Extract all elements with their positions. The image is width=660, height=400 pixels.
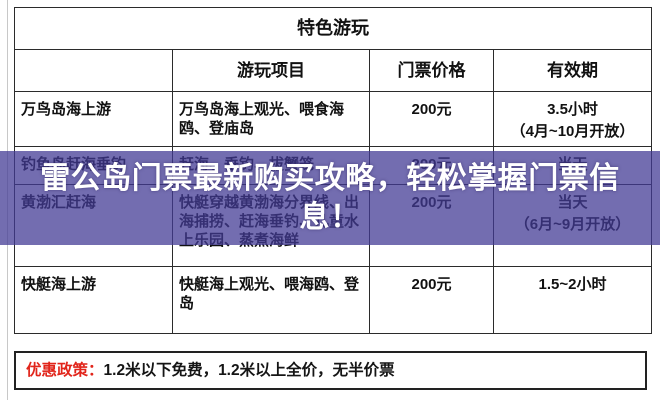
table-title: 特色游玩 (14, 7, 652, 50)
cell-price: 200元 (369, 266, 494, 334)
cell-project-name: 快艇海上游 (14, 266, 173, 334)
promo-policy-text: 1.2米以下免费，1.2米以上全价，无半价票 (103, 362, 395, 379)
promo-policy-label: 优惠政策： (26, 362, 104, 379)
headline-line-2: 息！ (299, 201, 361, 234)
cell-validity: 3.5小时 （4月~10月开放） (493, 91, 652, 147)
table-header-row: 游玩项目 门票价格 有效期 (14, 49, 652, 92)
headline-banner: 雷公岛门票最新购买攻略，轻松掌握门票信 息！ (0, 151, 660, 245)
cell-price: 200元 (369, 91, 494, 147)
validity-note: （4月~10月开放） (510, 123, 635, 140)
col-header-validity: 有效期 (493, 49, 652, 92)
promo-policy-box: 优惠政策：1.2米以下免费，1.2米以上全价，无半价票 (14, 351, 647, 390)
col-header-items: 游玩项目 (172, 49, 370, 92)
validity-duration: 3.5小时 (547, 101, 598, 118)
cell-items: 快艇海上观光、喂海鸥、登岛 (172, 266, 370, 334)
table-title-row: 特色游玩 (14, 7, 652, 50)
headline-line-1: 雷公岛门票最新购买攻略，轻松掌握门票信 (40, 162, 620, 195)
col-header-price: 门票价格 (369, 49, 494, 92)
col-header-empty (14, 49, 173, 92)
cell-project-name: 万鸟岛海上游 (14, 91, 173, 147)
cell-items: 万鸟岛海上观光、喂食海鸥、登庙岛 (172, 91, 370, 147)
table-row: 快艇海上游 快艇海上观光、喂海鸥、登岛 200元 1.5~2小时 (14, 266, 652, 334)
cell-validity: 1.5~2小时 (493, 266, 652, 334)
table-row: 万鸟岛海上游 万鸟岛海上观光、喂食海鸥、登庙岛 200元 3.5小时 （4月~1… (14, 91, 652, 147)
validity-duration: 1.5~2小时 (538, 276, 607, 293)
